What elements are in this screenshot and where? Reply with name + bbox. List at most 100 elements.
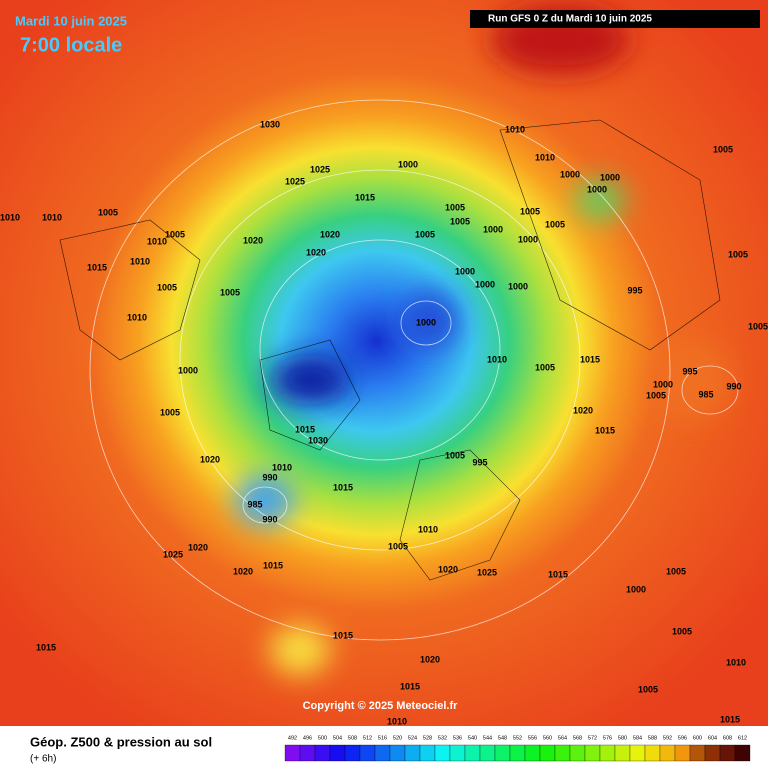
isobar-label: 1005 xyxy=(672,626,692,636)
isobar-label: 1005 xyxy=(388,541,408,551)
scale-label: 524 xyxy=(408,735,417,741)
scale-cell xyxy=(464,744,481,762)
isobar-label: 1020 xyxy=(200,454,220,464)
scale-label: 596 xyxy=(678,735,687,741)
scale-label: 528 xyxy=(423,735,432,741)
isobar-label: 1000 xyxy=(560,169,580,179)
scale-cell xyxy=(659,744,676,762)
scale-cell xyxy=(569,744,586,762)
run-box xyxy=(470,10,760,28)
scale-cell xyxy=(599,744,616,762)
scale-label: 612 xyxy=(738,735,747,741)
scale-cell xyxy=(584,744,601,762)
isobar-label: 1020 xyxy=(320,229,340,239)
isobar-label: 1010 xyxy=(387,716,407,726)
scale-label: 592 xyxy=(663,735,672,741)
scale-cell xyxy=(629,744,646,762)
scale-label: 584 xyxy=(633,735,642,741)
isobar-label: 1025 xyxy=(477,567,497,577)
isobar-label: 1025 xyxy=(285,176,305,186)
isobar-label: 1020 xyxy=(233,566,253,576)
scale-label: 520 xyxy=(393,735,402,741)
isobar-label: 985 xyxy=(247,499,262,509)
scale-cell xyxy=(374,744,391,762)
isobar-label: 1005 xyxy=(165,229,185,239)
scale-cell xyxy=(734,744,751,762)
isobar-label: 1005 xyxy=(713,144,733,154)
isobar-label: 1005 xyxy=(535,362,555,372)
scale-cell xyxy=(554,744,571,762)
isobar-label: 995 xyxy=(682,366,697,376)
isobar-label: 1010 xyxy=(418,524,438,534)
isobar-label: 1005 xyxy=(445,202,465,212)
isobar-label: 1010 xyxy=(130,256,150,266)
scale-cell xyxy=(539,744,556,762)
copyright: Copyright © 2025 Meteociel.fr xyxy=(303,700,459,712)
scale-label: 540 xyxy=(468,735,477,741)
scale-label: 496 xyxy=(303,735,312,741)
isobar-label: 1020 xyxy=(438,564,458,574)
isobar-label: 1010 xyxy=(487,354,507,364)
scale-label: 516 xyxy=(378,735,387,741)
isobar-label: 1010 xyxy=(726,657,746,667)
scale-cell xyxy=(719,744,736,762)
scale-cell xyxy=(359,744,376,762)
isobar-label: 1015 xyxy=(580,354,600,364)
scale-cell xyxy=(644,744,661,762)
isobar-label: 1010 xyxy=(535,152,555,162)
isobar-label: 1000 xyxy=(475,279,495,289)
isobar-label: 1010 xyxy=(0,212,20,222)
isobar-label: 1015 xyxy=(548,569,568,579)
scale-cell xyxy=(509,744,526,762)
isobar-label: 1020 xyxy=(420,654,440,664)
scale-label: 508 xyxy=(348,735,357,741)
isobar-label: 995 xyxy=(627,285,642,295)
isobar-label: 1020 xyxy=(306,247,326,257)
isobar-label: 1005 xyxy=(638,684,658,694)
scale-cell xyxy=(419,744,436,762)
isobar-label: 1015 xyxy=(263,560,283,570)
scale-label: 532 xyxy=(438,735,447,741)
isobar-lines xyxy=(89,99,739,641)
isobar-label: 1005 xyxy=(157,282,177,292)
isobar-label: 1000 xyxy=(455,266,475,276)
scale-cell xyxy=(704,744,721,762)
isobar-label: 1000 xyxy=(416,317,436,327)
isobar-label: 1000 xyxy=(626,584,646,594)
isobar-label: 1020 xyxy=(188,542,208,552)
isobar-label: 995 xyxy=(472,457,487,467)
footer-step: (+ 6h) xyxy=(30,754,56,765)
scale-cell xyxy=(689,744,706,762)
isobar-label: 1005 xyxy=(415,229,435,239)
isobar-label: 1000 xyxy=(398,159,418,169)
scale-label: 580 xyxy=(618,735,627,741)
scale-label: 576 xyxy=(603,735,612,741)
isobar-label: 1000 xyxy=(653,379,673,389)
scale-label: 536 xyxy=(453,735,462,741)
time: 7:00 locale xyxy=(20,34,122,56)
scale-cell xyxy=(284,744,301,762)
isobar-label: 1005 xyxy=(450,216,470,226)
scale-label: 512 xyxy=(363,735,372,741)
isobar-label: 1005 xyxy=(646,390,666,400)
isobar-label: 1005 xyxy=(666,566,686,576)
footer-title: Géop. Z500 & pression au sol xyxy=(30,734,212,749)
isobar-label: 1005 xyxy=(445,450,465,460)
coastlines xyxy=(59,119,721,581)
isobar-label: 1010 xyxy=(272,462,292,472)
isobar-label: 1005 xyxy=(520,206,540,216)
scale-cell xyxy=(614,744,631,762)
isobar-label: 1015 xyxy=(355,192,375,202)
isobar-label: 1025 xyxy=(310,164,330,174)
scale-cell xyxy=(299,744,316,762)
isobar-label: 1015 xyxy=(295,424,315,434)
date: Mardi 10 juin 2025 xyxy=(15,13,127,28)
isobar-label: 990 xyxy=(726,381,741,391)
isobar-label: 1010 xyxy=(127,312,147,322)
isobar-label: 1015 xyxy=(333,482,353,492)
scale-cell xyxy=(404,744,421,762)
isobar-label: 1005 xyxy=(98,207,118,217)
scale-label: 548 xyxy=(498,735,507,741)
isobar-label: 1005 xyxy=(160,407,180,417)
